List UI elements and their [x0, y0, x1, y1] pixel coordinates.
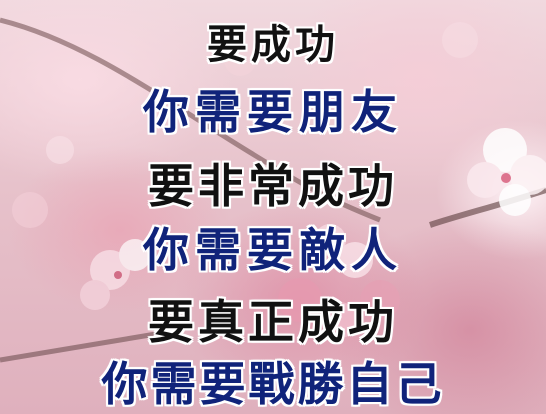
poem-line-2: 你需要朋友 — [143, 85, 403, 139]
poem-line-1: 要成功 — [207, 21, 339, 68]
poem-line-4: 你需要敵人 — [143, 223, 403, 277]
poem-line-5: 要真正成功 — [148, 295, 398, 349]
poem-line-6: 你需要戰勝自己 — [101, 357, 445, 411]
poem-line-3: 要非常成功 — [148, 159, 398, 213]
